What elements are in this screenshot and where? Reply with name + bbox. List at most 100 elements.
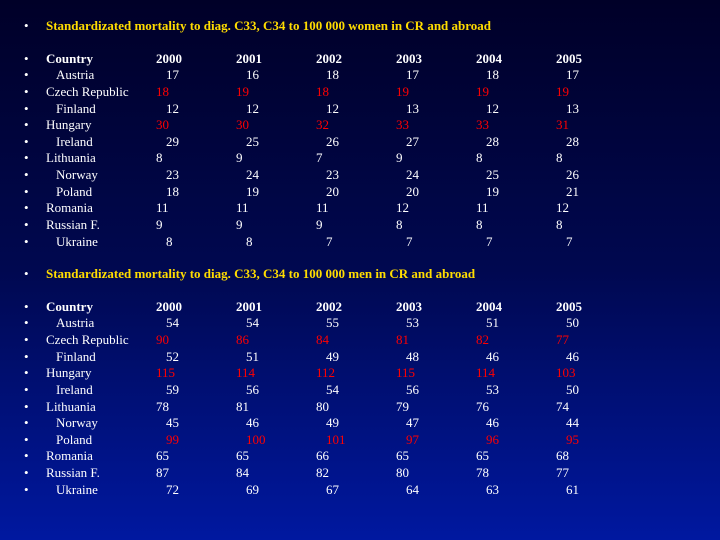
value-cell: 17 — [406, 67, 486, 84]
value-cell: 9 — [396, 150, 476, 167]
value-cell: 17 — [566, 67, 646, 84]
value-cell: 9 — [316, 217, 396, 234]
value-cell: 51 — [486, 315, 566, 332]
country-cell: Romania — [46, 448, 156, 465]
value-cell: 72 — [166, 482, 246, 499]
value-cell: 69 — [246, 482, 326, 499]
value-cell: 28 — [486, 134, 566, 151]
value-cell: 48 — [406, 349, 486, 366]
table-row: •Russian F.999888 — [24, 217, 710, 234]
value-cell: 59 — [166, 382, 246, 399]
value-cell: 78 — [476, 465, 556, 482]
value-cell: 11 — [476, 200, 556, 217]
value-cell: 53 — [406, 315, 486, 332]
value-cell: 19 — [396, 84, 476, 101]
country-cell: Finland — [46, 101, 166, 118]
bullet: • — [24, 200, 46, 217]
country-cell: Norway — [46, 167, 166, 184]
value-cell: 76 — [476, 399, 556, 416]
country-cell: Norway — [46, 415, 166, 432]
value-cell: 112 — [316, 365, 396, 382]
value-cell: 8 — [166, 234, 246, 251]
bullet: • — [24, 101, 46, 118]
value-cell: 25 — [246, 134, 326, 151]
value-cell: 7 — [566, 234, 646, 251]
value-cell: 33 — [476, 117, 556, 134]
col-country: Country — [46, 299, 156, 316]
country-cell: Hungary — [46, 365, 156, 382]
value-cell: 28 — [566, 134, 646, 151]
value-cell: 8 — [476, 217, 556, 234]
value-cell: 84 — [236, 465, 316, 482]
bullet: • — [24, 266, 46, 283]
value-cell: 51 — [246, 349, 326, 366]
section-title: Standardizated mortality to diag. C33, C… — [46, 266, 475, 283]
value-cell: 19 — [476, 84, 556, 101]
value-cell: 7 — [486, 234, 566, 251]
table-header: •Country200020012002200320042005 — [24, 51, 710, 68]
bullet: • — [24, 332, 46, 349]
value-cell: 8 — [156, 150, 236, 167]
value-cell: 33 — [396, 117, 476, 134]
value-cell: 26 — [326, 134, 406, 151]
value-cell: 82 — [476, 332, 556, 349]
value-cell: 18 — [166, 184, 246, 201]
col-year: 2004 — [476, 51, 556, 68]
col-year: 2004 — [476, 299, 556, 316]
value-cell: 65 — [396, 448, 476, 465]
value-cell: 11 — [316, 200, 396, 217]
value-cell: 49 — [326, 349, 406, 366]
value-cell: 12 — [166, 101, 246, 118]
bullet: • — [24, 217, 46, 234]
country-cell: Czech Republic — [46, 84, 156, 101]
value-cell: 46 — [486, 415, 566, 432]
col-year: 2003 — [396, 299, 476, 316]
col-year: 2005 — [556, 51, 636, 68]
value-cell: 8 — [556, 217, 636, 234]
country-cell: Poland — [46, 184, 166, 201]
table-row: •Ukraine726967646361 — [24, 482, 710, 499]
table-row: •Ireland292526272828 — [24, 134, 710, 151]
value-cell: 8 — [556, 150, 636, 167]
section-title-row: •Standardizated mortality to diag. C33, … — [24, 18, 710, 35]
value-cell: 13 — [406, 101, 486, 118]
section-title: Standardizated mortality to diag. C33, C… — [46, 18, 491, 35]
section-title-row: •Standardizated mortality to diag. C33, … — [24, 266, 710, 283]
table-header: •Country200020012002200320042005 — [24, 299, 710, 316]
value-cell: 30 — [236, 117, 316, 134]
value-cell: 8 — [246, 234, 326, 251]
value-cell: 7 — [326, 234, 406, 251]
bullet: • — [24, 117, 46, 134]
table-row: •Hungary115114112115114103 — [24, 365, 710, 382]
value-cell: 77 — [556, 332, 636, 349]
value-cell: 12 — [246, 101, 326, 118]
value-cell: 67 — [326, 482, 406, 499]
value-cell: 52 — [166, 349, 246, 366]
country-cell: Ukraine — [46, 234, 166, 251]
value-cell: 95 — [566, 432, 646, 449]
country-cell: Romania — [46, 200, 156, 217]
country-cell: Lithuania — [46, 399, 156, 416]
value-cell: 32 — [316, 117, 396, 134]
value-cell: 96 — [486, 432, 566, 449]
value-cell: 90 — [156, 332, 236, 349]
value-cell: 23 — [166, 167, 246, 184]
value-cell: 9 — [236, 150, 316, 167]
value-cell: 45 — [166, 415, 246, 432]
bullet: • — [24, 415, 46, 432]
value-cell: 29 — [166, 134, 246, 151]
value-cell: 103 — [556, 365, 636, 382]
table-row: •Ukraine887777 — [24, 234, 710, 251]
value-cell: 19 — [556, 84, 636, 101]
value-cell: 19 — [486, 184, 566, 201]
value-cell: 9 — [156, 217, 236, 234]
bullet: • — [24, 482, 46, 499]
col-year: 2001 — [236, 51, 316, 68]
value-cell: 65 — [476, 448, 556, 465]
value-cell: 64 — [406, 482, 486, 499]
table-row: •Poland181920201921 — [24, 184, 710, 201]
col-year: 2002 — [316, 299, 396, 316]
bullet: • — [24, 134, 46, 151]
value-cell: 16 — [246, 67, 326, 84]
bullet: • — [24, 234, 46, 251]
